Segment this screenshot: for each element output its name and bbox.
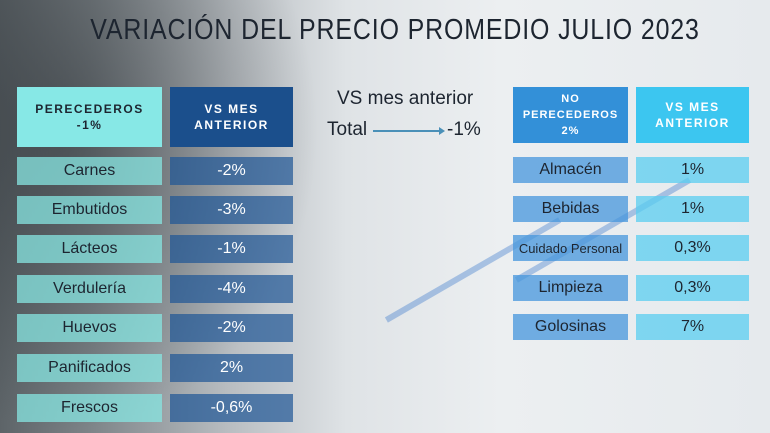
no-perecederos-header: NO PERECEDEROS 2% — [513, 87, 628, 143]
page-title: VARIACIÓN DEL PRECIO PROMEDIO JULIO 2023 — [90, 14, 700, 46]
perecederos-header-label: PERECEDEROS — [35, 102, 144, 116]
total-value: -1% — [447, 119, 481, 140]
no-perecederos-row-value: 7% — [636, 314, 749, 340]
perecederos-row-value: 2% — [170, 354, 293, 382]
perecederos-row-value: -0,6% — [170, 394, 293, 422]
perecederos-row-label: Carnes — [17, 157, 162, 185]
perecederos-row-label: Verdulería — [17, 275, 162, 303]
no-perecederos-row-label: Golosinas — [513, 314, 628, 340]
perecederos-row-label: Panificados — [17, 354, 162, 382]
perecederos-vs-header: VS MES ANTERIOR — [170, 87, 293, 147]
no-perecederos-row-label: Limpieza — [513, 275, 628, 301]
no-perecederos-vs-header: VS MES ANTERIOR — [636, 87, 749, 143]
perecederos-row-value: -2% — [170, 314, 293, 342]
no-perecederos-row-label: Cuidado Personal — [513, 235, 628, 261]
perecederos-header: PERECEDEROS -1% — [17, 87, 162, 147]
perecederos-row-value: -4% — [170, 275, 293, 303]
no-perecederos-row-value: 0,3% — [636, 275, 749, 301]
perecederos-row-label: Frescos — [17, 394, 162, 422]
no-perecederos-row-value: 1% — [636, 157, 749, 183]
no-perecederos-row-value: 0,3% — [636, 235, 749, 261]
arrow-icon — [373, 127, 445, 134]
perecederos-row-value: -1% — [170, 235, 293, 263]
perecederos-row-label: Lácteos — [17, 235, 162, 263]
perecederos-row-label: Embutidos — [17, 196, 162, 224]
perecederos-row-value: -2% — [170, 157, 293, 185]
summary-label: VS mes anterior — [337, 88, 474, 109]
no-perecederos-row-label: Bebidas — [513, 196, 628, 222]
perecederos-row-value: -3% — [170, 196, 293, 224]
perecederos-row-label: Huevos — [17, 314, 162, 342]
perecederos-header-value: -1% — [76, 118, 103, 132]
no-perecederos-header-label: NO PERECEDEROS — [522, 93, 619, 121]
no-perecederos-header-value: 2% — [561, 125, 580, 137]
no-perecederos-row-value: 1% — [636, 196, 749, 222]
no-perecederos-row-label: Almacén — [513, 157, 628, 183]
total-label: Total — [327, 119, 368, 140]
